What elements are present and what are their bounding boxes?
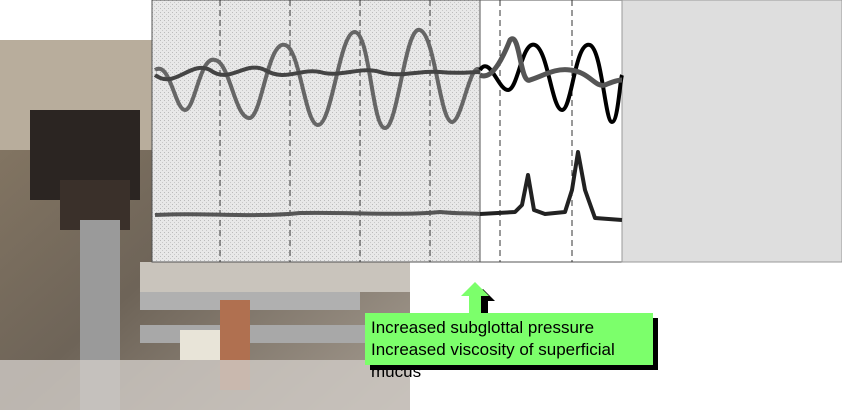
blank-panel [621, 0, 842, 263]
annotation-line: Increased subglottal pressure [371, 318, 595, 337]
annotation-line: Increased viscosity of superficial mucus [371, 340, 615, 381]
annotation-box: Increased subglottal pressure Increased … [365, 313, 653, 381]
arrow [461, 282, 495, 318]
recording-panel [479, 0, 623, 263]
waveforms [153, 28, 624, 222]
recording-shaded [151, 0, 481, 263]
time-markers [219, 0, 573, 262]
